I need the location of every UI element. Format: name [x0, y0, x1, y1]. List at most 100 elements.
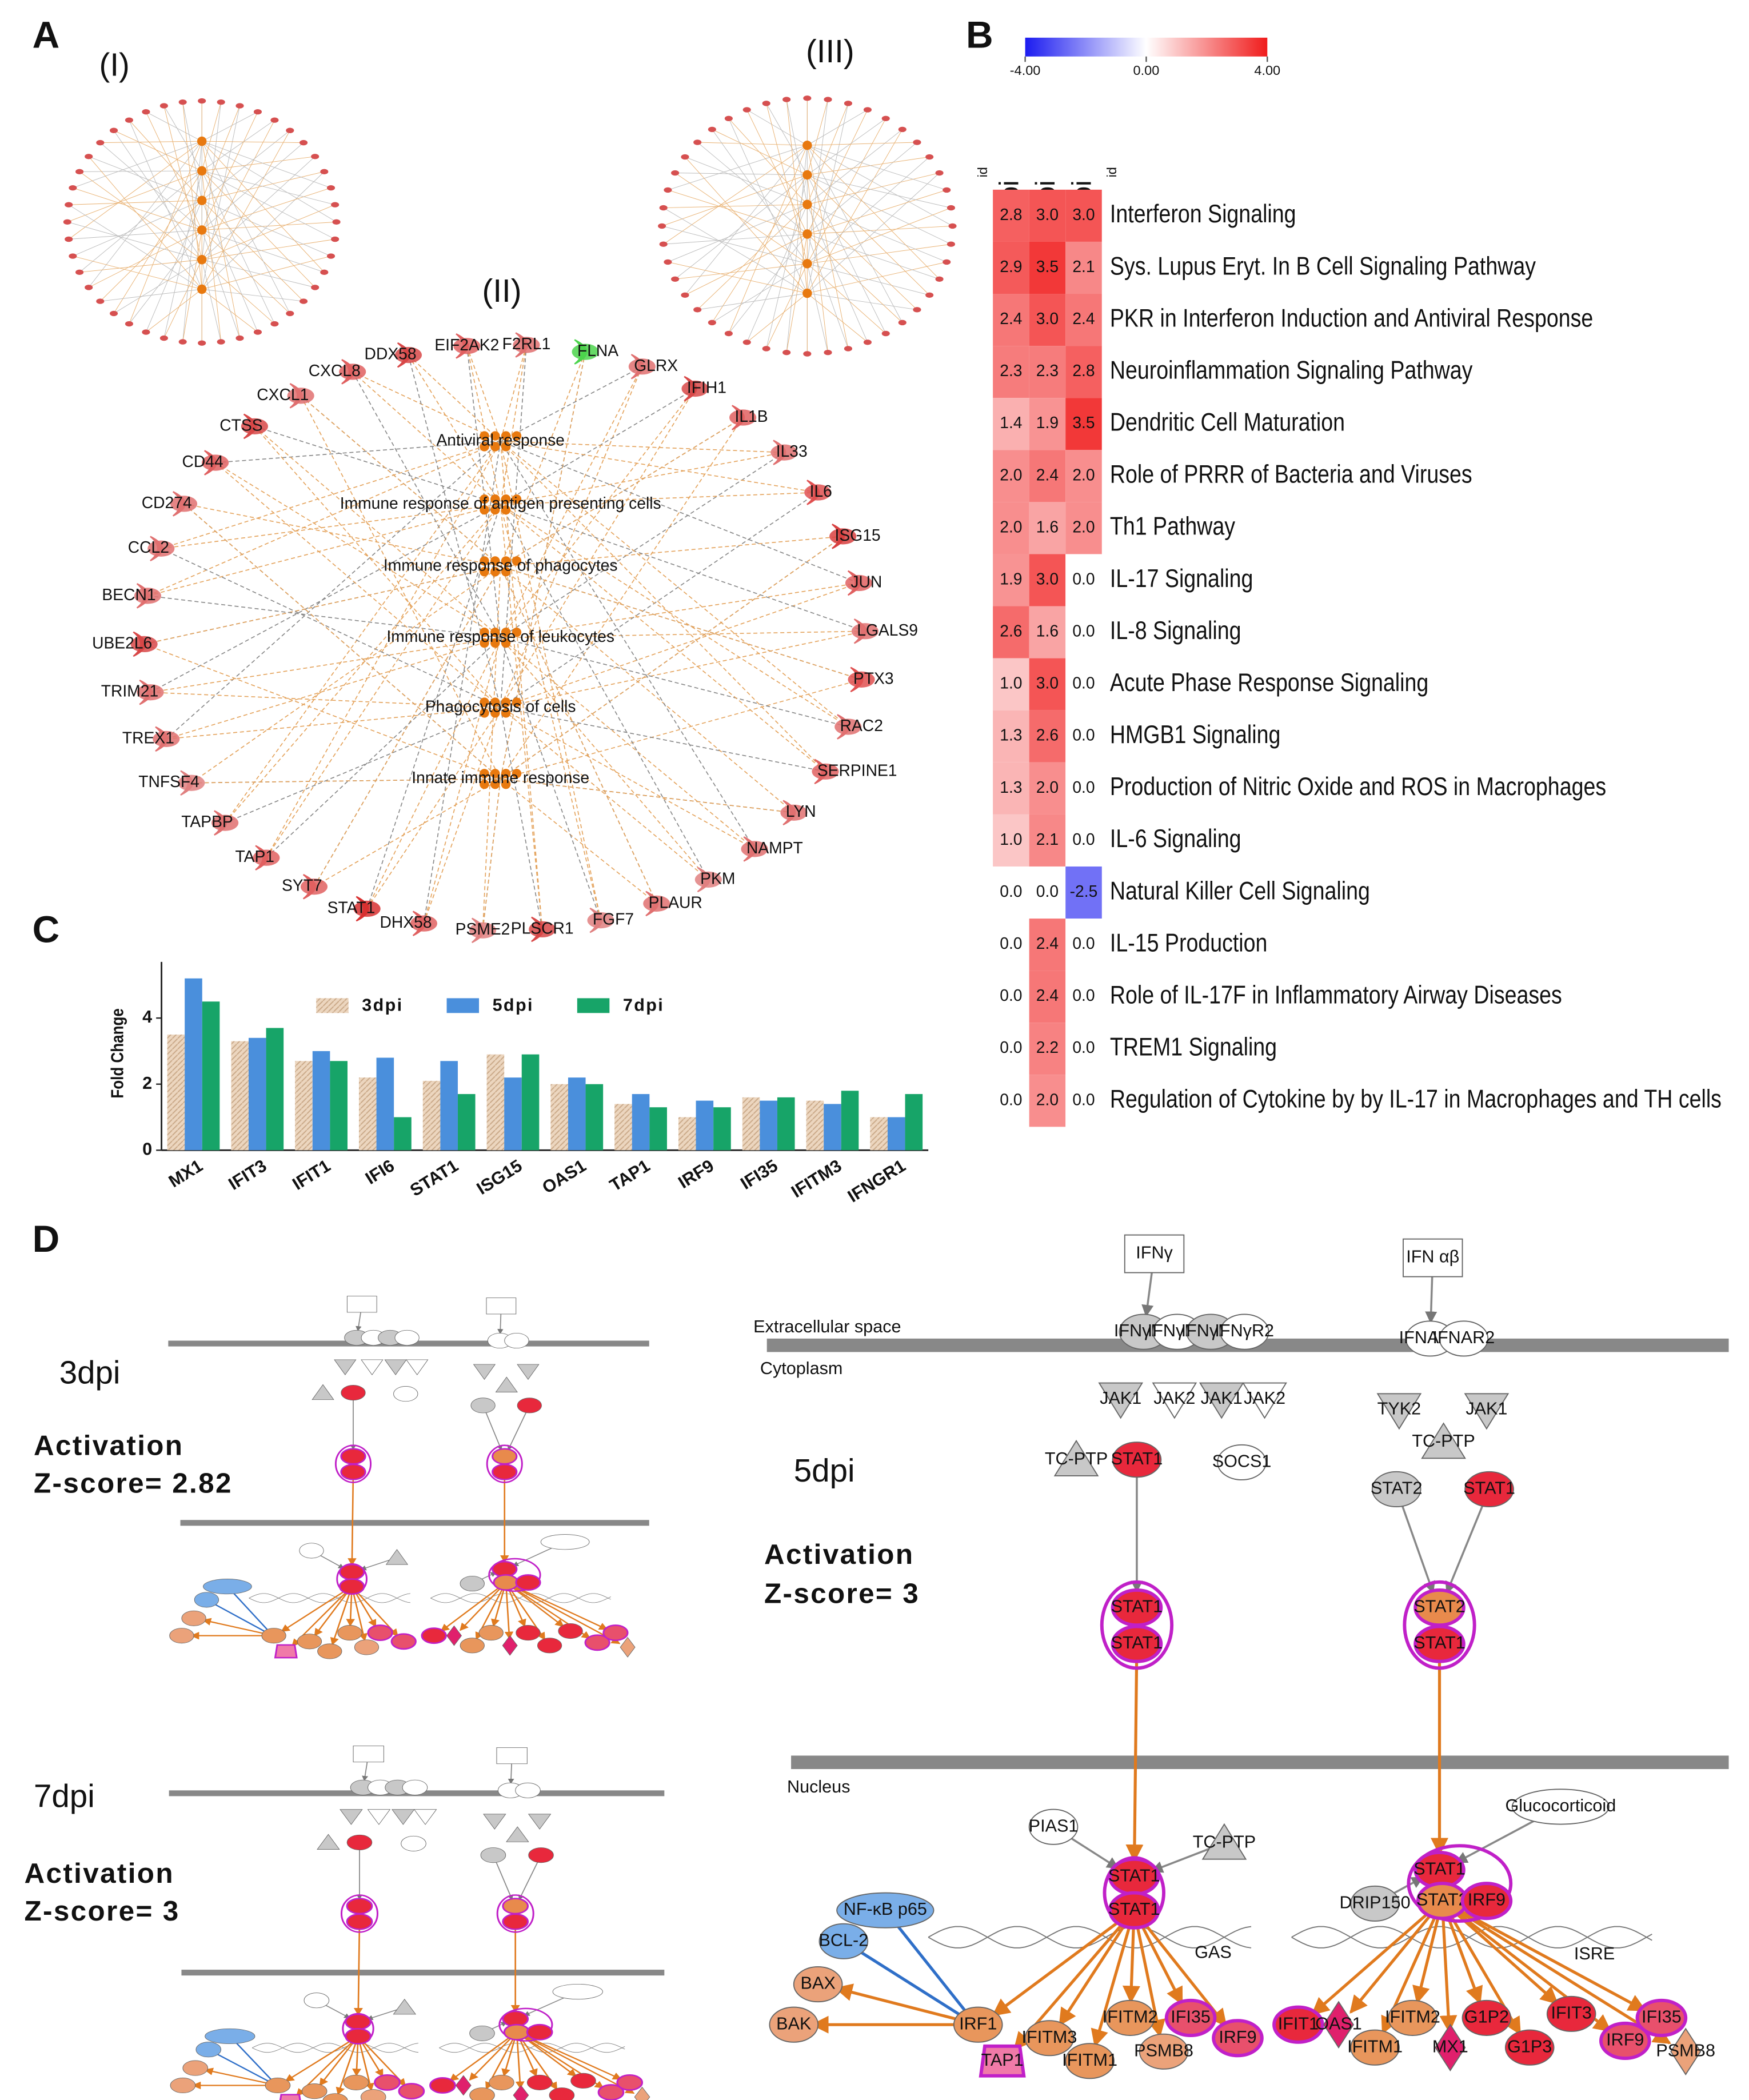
cell-value: 1.0	[1000, 674, 1022, 692]
node	[516, 1625, 541, 1641]
node	[898, 320, 907, 326]
dna	[928, 1926, 1252, 1949]
edge	[500, 388, 696, 708]
edge	[366, 707, 501, 909]
cell-value: 2.1	[1072, 257, 1095, 276]
zscore-label: Z-score= 2.82	[34, 1467, 233, 1499]
node	[570, 2073, 596, 2089]
node	[401, 1835, 426, 1851]
compartment-label: Cytoplasm	[760, 1359, 842, 1378]
compartment-label: Extracellular space	[753, 1317, 901, 1336]
node	[182, 2060, 209, 2076]
edge	[807, 118, 887, 175]
edge	[807, 207, 952, 264]
heatmap-cell	[993, 866, 1029, 919]
node	[1350, 1885, 1400, 1922]
bar	[295, 1061, 313, 1151]
node	[261, 1628, 286, 1644]
node	[1201, 1823, 1247, 1860]
edge	[712, 263, 808, 323]
node	[528, 1847, 554, 1863]
edge	[786, 99, 808, 205]
edge	[500, 452, 785, 638]
edge	[500, 504, 543, 929]
node	[197, 136, 207, 146]
node	[549, 2087, 575, 2100]
node	[384, 1359, 407, 1375]
node-label: SOCS1	[1212, 1451, 1272, 1471]
bar	[550, 1084, 568, 1151]
node	[197, 225, 207, 235]
node	[913, 139, 921, 145]
cell-value: 1.0	[1000, 830, 1022, 848]
edge	[182, 230, 202, 342]
gene-label: TREX1	[122, 728, 174, 746]
bar	[394, 1117, 412, 1151]
node	[65, 202, 73, 207]
bar	[585, 1084, 604, 1151]
edge	[408, 354, 501, 708]
edge	[807, 263, 887, 334]
cell-value: 1.4	[1000, 413, 1022, 432]
edge	[500, 778, 794, 813]
complex-outline	[334, 1444, 372, 1483]
edge	[215, 462, 501, 638]
edge	[201, 111, 258, 230]
edge	[191, 566, 501, 784]
edge	[1311, 1899, 1443, 2015]
function-node	[490, 431, 500, 441]
node	[320, 269, 329, 276]
node	[762, 346, 770, 352]
edge	[330, 1586, 353, 1646]
node-label: TC-PTP	[1193, 1832, 1256, 1852]
function-node	[480, 708, 489, 718]
gene-label: F2RL1	[502, 334, 551, 353]
heatmap-cell	[1065, 606, 1102, 658]
node	[326, 253, 336, 259]
node-label: IFNγ	[1136, 1243, 1173, 1263]
edge	[69, 200, 202, 205]
edge	[68, 204, 202, 290]
cell-value: 2.9	[1000, 257, 1022, 276]
function-label: Immune response of antigen presenting ce…	[340, 494, 661, 512]
cell-value: 2.1	[1036, 830, 1059, 848]
node	[693, 139, 702, 145]
edge	[88, 230, 202, 288]
node	[836, 1892, 935, 1929]
row-label: Th1 Pathway	[1110, 512, 1235, 541]
node	[540, 1534, 590, 1550]
subnet-label: (II)	[482, 273, 522, 309]
dna	[1291, 1926, 1652, 1949]
node-label: BAX	[801, 1974, 836, 1993]
bar	[696, 1100, 714, 1151]
function-label: Phagocytosis of cells	[425, 697, 576, 715]
node	[584, 1634, 610, 1651]
node	[1242, 1382, 1287, 1419]
node-label: STAT1	[1413, 1859, 1466, 1879]
edge	[266, 637, 501, 859]
cell-value: 2.8	[1000, 205, 1022, 223]
edge	[254, 426, 501, 638]
edge	[202, 255, 332, 290]
x-tick-label: IFI6	[362, 1156, 398, 1188]
edge	[466, 346, 501, 442]
edge	[146, 289, 202, 333]
node	[203, 1579, 252, 1595]
node	[1462, 1999, 1512, 2036]
cell-value: 2.0	[1000, 517, 1022, 536]
gene-label: TAPBP	[181, 812, 233, 831]
zscore-label: Z-score= 3	[764, 1578, 920, 1609]
gene-label: GLRX	[634, 356, 678, 374]
row-label: Role of IL-17F in Inflammatory Airway Di…	[1110, 980, 1562, 1009]
x-tick-label: IFIT3	[225, 1156, 270, 1194]
edge	[202, 187, 332, 230]
function-node	[490, 505, 500, 515]
edge	[746, 293, 808, 343]
edge	[674, 174, 808, 280]
node	[616, 2074, 644, 2091]
node	[947, 205, 955, 211]
gene-node	[211, 815, 239, 831]
edge	[182, 141, 202, 342]
node	[297, 1634, 322, 1650]
